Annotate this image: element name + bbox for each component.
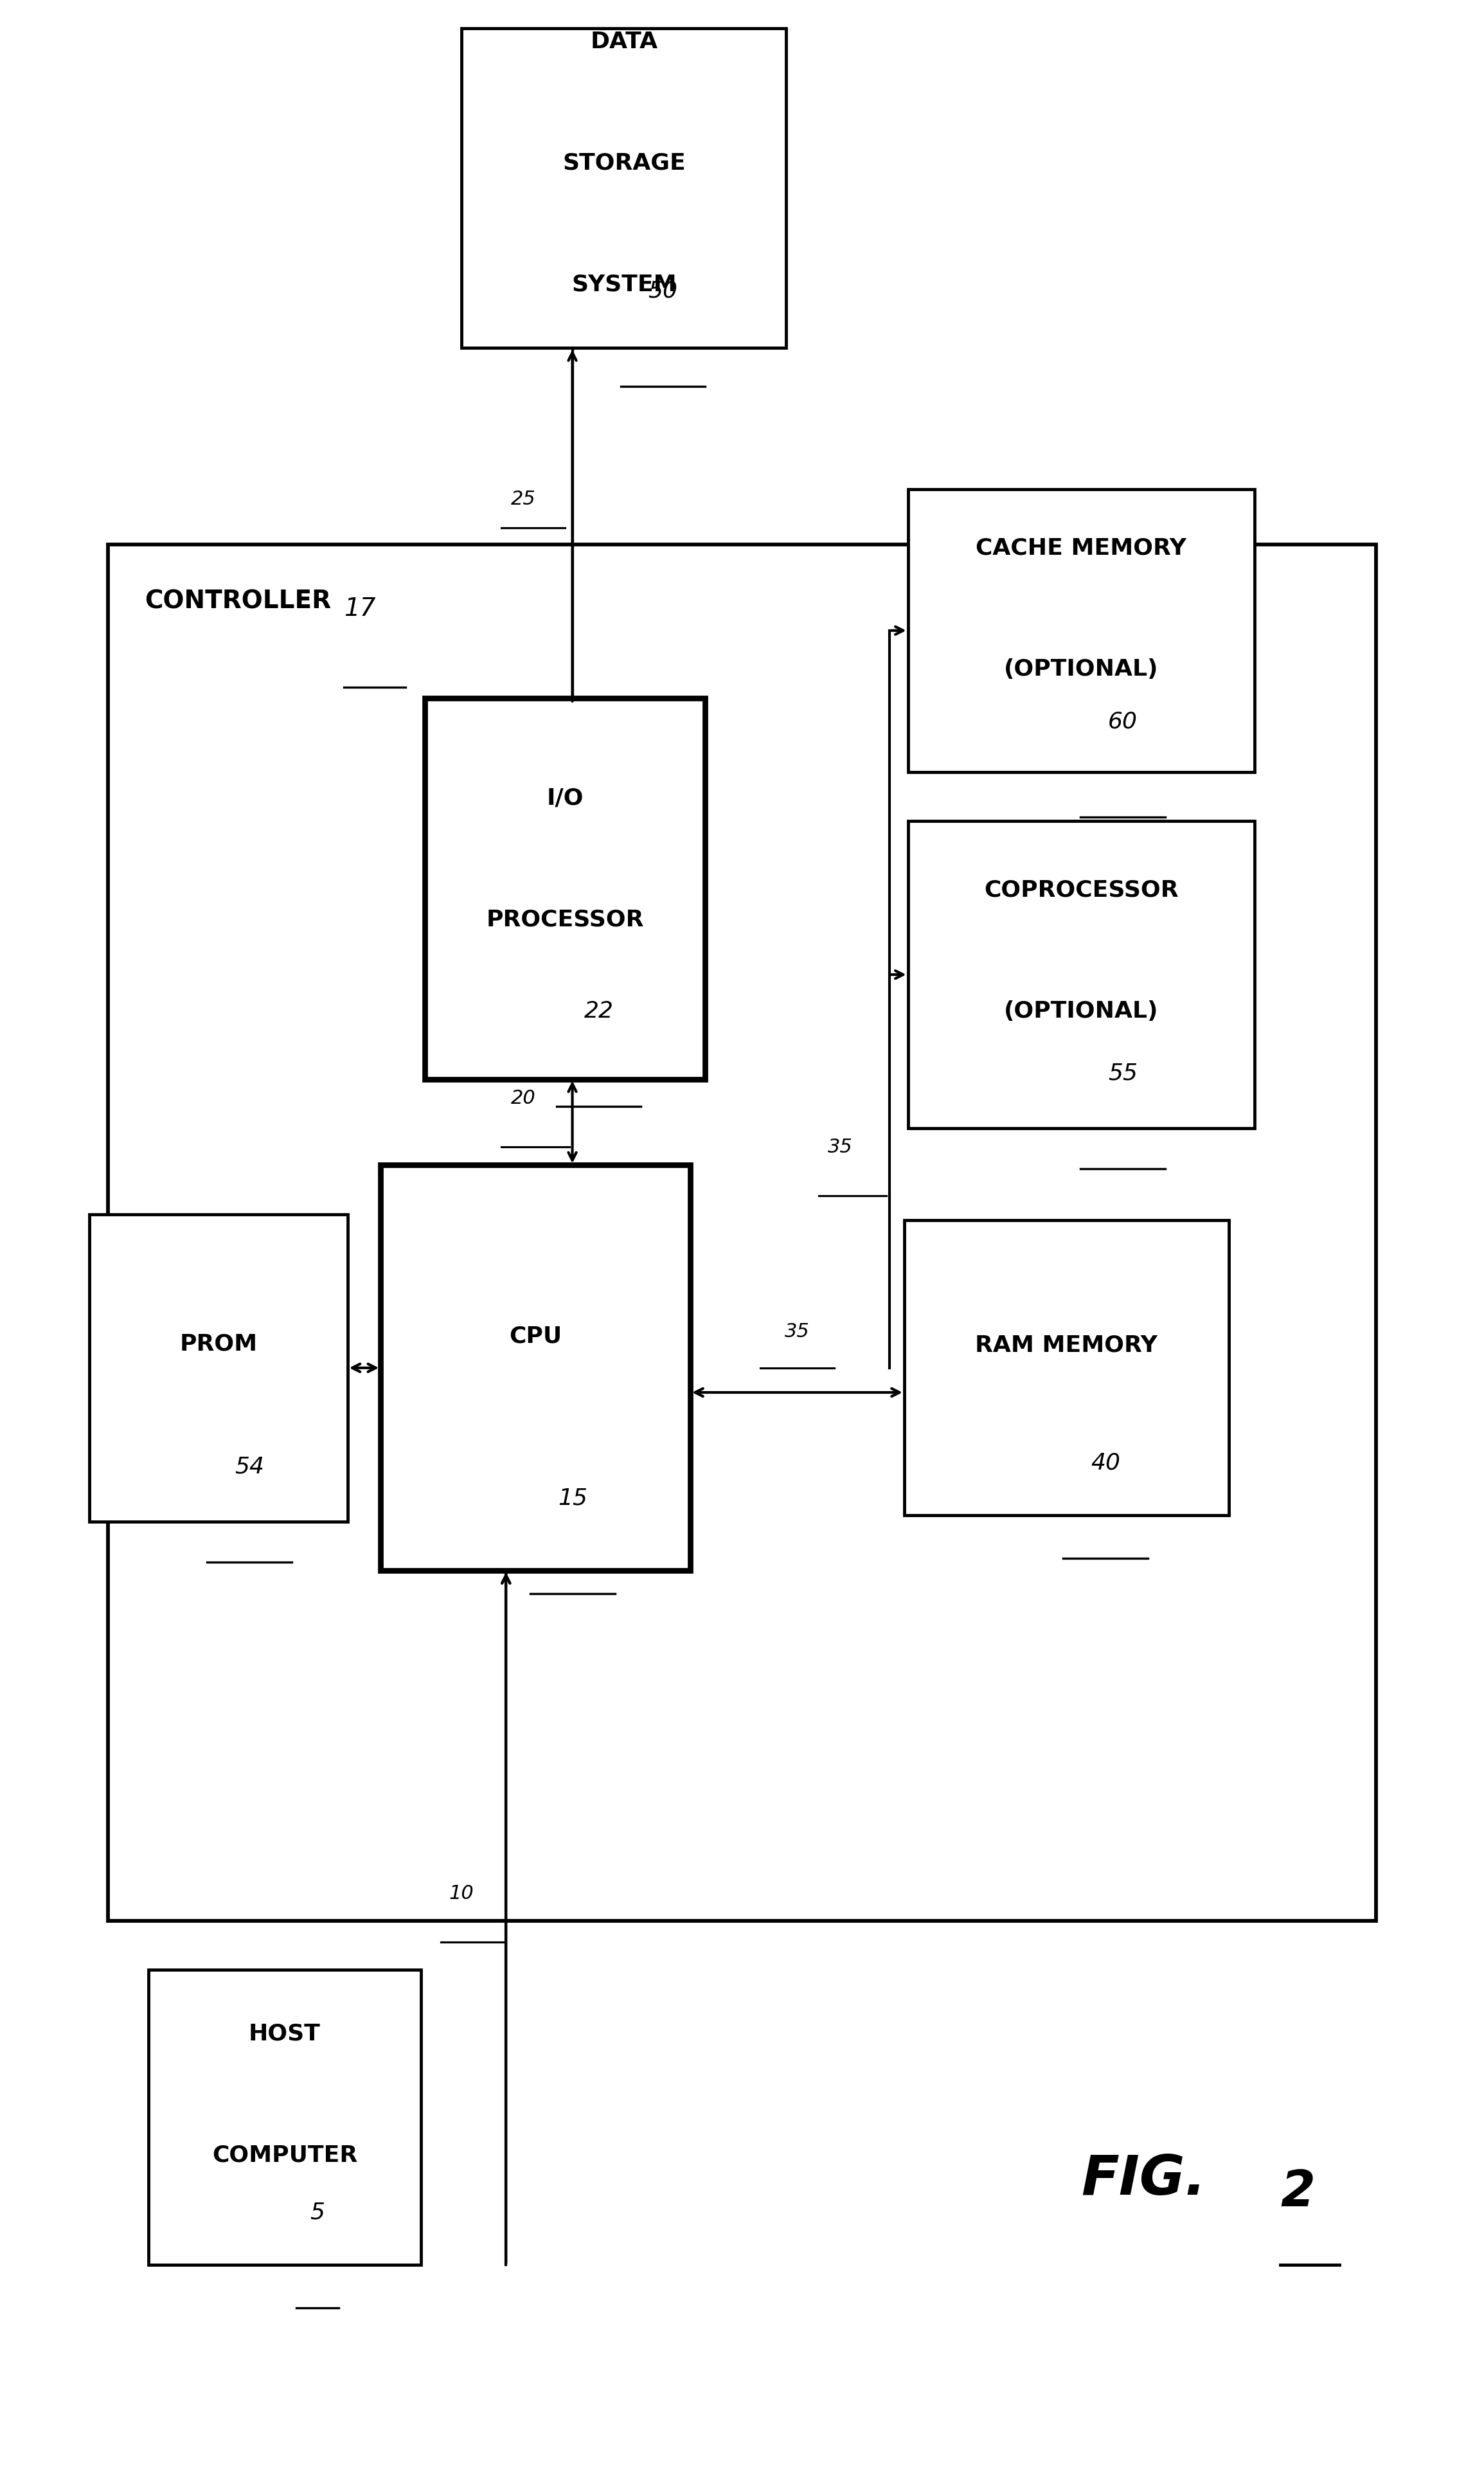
Text: STORAGE: STORAGE [562,153,686,175]
Text: RAM MEMORY: RAM MEMORY [975,1334,1158,1356]
Text: I/O: I/O [546,787,583,809]
Text: SYSTEM: SYSTEM [571,274,677,296]
Bar [424,698,705,1080]
Text: 25: 25 [510,491,536,508]
Bar [904,1221,1229,1517]
Bar [380,1166,690,1571]
Text: COMPUTER: COMPUTER [212,2143,358,2165]
Bar [462,30,787,348]
Text: 40: 40 [1091,1452,1120,1472]
Bar [908,821,1254,1129]
Text: 22: 22 [583,999,613,1021]
Text: CPU: CPU [509,1324,562,1346]
Text: CACHE MEMORY: CACHE MEMORY [976,538,1187,560]
Text: 50: 50 [649,281,678,301]
Text: FIG.: FIG. [1082,2153,1206,2205]
Text: 17: 17 [344,597,375,621]
Text: (OPTIONAL): (OPTIONAL) [1005,1001,1159,1021]
Bar [108,545,1376,1921]
Text: 10: 10 [448,1884,473,1904]
Text: 35: 35 [828,1137,853,1157]
Text: 60: 60 [1109,710,1138,732]
Text: 5: 5 [310,2202,325,2222]
Text: 54: 54 [234,1455,264,1477]
Text: PROM: PROM [180,1332,257,1354]
Text: 15: 15 [558,1487,588,1509]
Text: CONTROLLER: CONTROLLER [144,589,331,614]
Text: PROCESSOR: PROCESSOR [487,907,644,930]
Text: COPROCESSOR: COPROCESSOR [984,878,1178,900]
Bar [908,491,1254,772]
Text: 2: 2 [1281,2168,1315,2214]
Bar [89,1216,347,1522]
Text: 20: 20 [510,1088,536,1107]
Text: 35: 35 [785,1322,810,1342]
Text: 55: 55 [1109,1063,1138,1085]
Bar [148,1970,421,2264]
Text: (OPTIONAL): (OPTIONAL) [1005,658,1159,681]
Text: HOST: HOST [249,2022,321,2044]
Text: DATA: DATA [591,32,657,52]
